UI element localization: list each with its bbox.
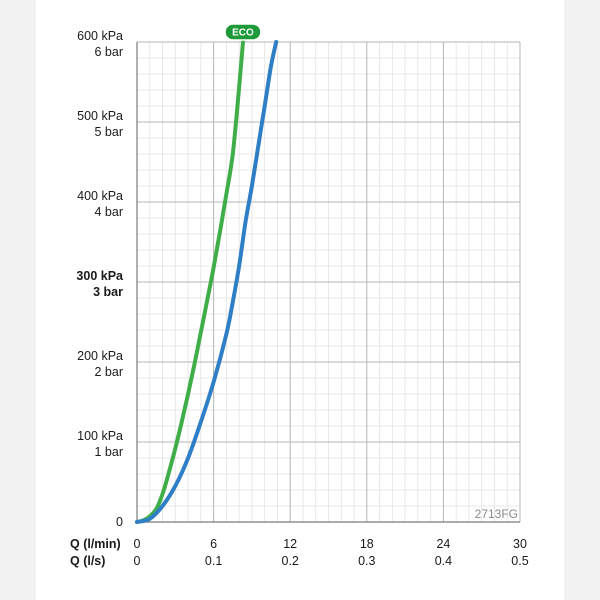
y-tick-label-kpa: 300 kPa <box>76 269 124 283</box>
x-tick-label-lmin: 0 <box>134 537 141 551</box>
y-tick-label-bar: 4 bar <box>95 205 124 219</box>
series-lines <box>135 40 279 524</box>
x-tick-label-lmin: 12 <box>283 537 297 551</box>
x-axis-title-ls: Q (l/s) <box>70 554 105 568</box>
series-line-standard <box>135 40 279 524</box>
x-tick-label-lmin: 18 <box>360 537 374 551</box>
x-tick-label-ls: 0 <box>134 554 141 568</box>
x-tick-label-ls: 0.2 <box>282 554 299 568</box>
eco-badge-group: ECO <box>224 23 262 41</box>
y-tick-label-kpa: 400 kPa <box>77 189 123 203</box>
y-tick-label-bar: 3 bar <box>93 285 123 299</box>
y-tick-label-bar: 2 bar <box>95 365 124 379</box>
pressure-flow-chart: 0 100 kPa 1 bar 200 kPa 2 bar 300 kPa 3 bar 400… <box>70 23 529 568</box>
x-axis-title-lmin: Q (l/min) <box>70 537 121 551</box>
x-tick-label-ls: 0.3 <box>358 554 375 568</box>
y-tick-label-kpa: 200 kPa <box>77 349 123 363</box>
chart-card: 0 100 kPa 1 bar 200 kPa 2 bar 300 kPa 3 bar 400… <box>36 0 564 600</box>
x-tick-label-ls: 0.1 <box>205 554 222 568</box>
y-tick-label-kpa: 600 kPa <box>77 29 123 43</box>
y-tick-label-bar: 1 bar <box>95 445 124 459</box>
y-tick-label-bar: 5 bar <box>95 125 124 139</box>
chart-code-label: 2713FG <box>475 507 518 521</box>
y-tick-label-bar: 6 bar <box>95 45 124 59</box>
x-tick-label-lmin: 6 <box>210 537 217 551</box>
y-tick-label-kpa: 100 kPa <box>77 429 123 443</box>
series-line-eco <box>135 40 245 524</box>
eco-badge <box>224 23 262 41</box>
y-tick-label-kpa: 0 <box>116 515 123 529</box>
x-tick-label-ls: 0.5 <box>511 554 528 568</box>
grid <box>136 41 521 523</box>
axis-labels: 0 100 kPa 1 bar 200 kPa 2 bar 300 kPa 3 bar 400… <box>70 29 529 568</box>
x-tick-label-lmin: 30 <box>513 537 527 551</box>
x-tick-label-lmin: 24 <box>436 537 450 551</box>
y-tick-label-kpa: 500 kPa <box>77 109 123 123</box>
eco-badge-label: ECO <box>232 28 254 39</box>
x-tick-label-ls: 0.4 <box>435 554 452 568</box>
